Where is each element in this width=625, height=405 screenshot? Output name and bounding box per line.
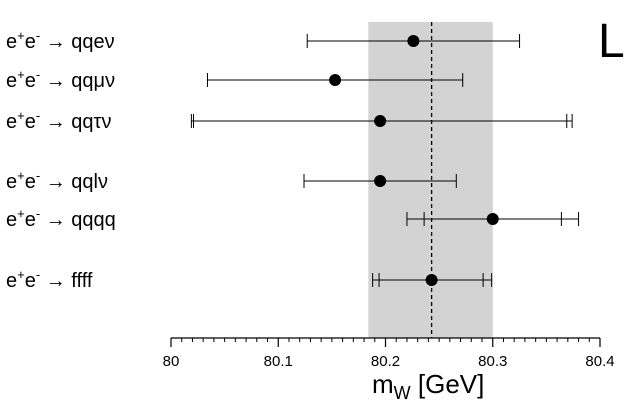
average-band-layer (368, 22, 493, 338)
data-point (486, 213, 499, 225)
row-label: e+e- → qqτν (6, 108, 111, 133)
measurements-layer (190, 34, 580, 287)
data-point (425, 274, 438, 286)
row-label: e+e- → qqeν (6, 28, 115, 53)
x-tick-label: 80 (163, 353, 180, 370)
data-point (374, 115, 387, 127)
measurement-2 (206, 73, 464, 87)
x-tick-label: 80.1 (264, 353, 293, 370)
measurement-3 (190, 114, 573, 128)
x-axis: 80 80.1 80.2 80.3 80.4 (163, 337, 615, 370)
data-point (407, 35, 420, 47)
x-tick-label: 80.2 (371, 353, 400, 370)
row-labels: e+e- → qqeν e+e- → qqμν e+e- → qqτν e+e- → … (6, 28, 116, 292)
row-label: e+e- → ffff (6, 267, 93, 292)
row-label: e+e- → qqμν (6, 67, 115, 92)
x-tick-label: 80.3 (478, 353, 507, 370)
x-axis-title: mW [GeV] (372, 369, 484, 403)
measurement-1 (306, 34, 521, 48)
row-label: e+e- → qqqq (6, 206, 116, 231)
corner-letter: L (598, 15, 625, 68)
measurement-5 (406, 212, 580, 226)
row-label: e+e- → qqlν (6, 168, 108, 193)
average-uncertainty-band (368, 22, 493, 338)
data-point (329, 74, 342, 86)
measurement-4 (303, 174, 457, 188)
x-tick-label: 80.4 (585, 353, 614, 370)
data-point (374, 175, 387, 187)
measurement-6 (372, 273, 493, 287)
